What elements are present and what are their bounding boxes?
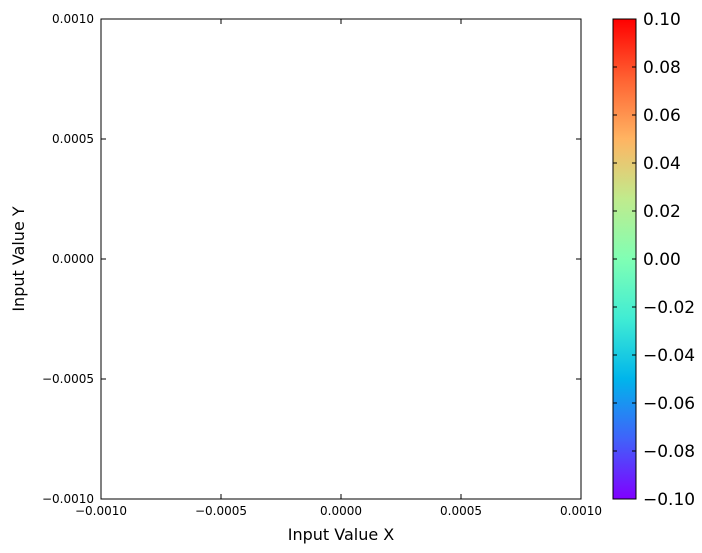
x-tick-label: 0.0010	[560, 504, 602, 518]
colorbar-tick-label: −0.08	[643, 442, 695, 462]
x-axis-ticks: −0.0010 −0.0005 0.0000 0.0005 0.0010	[75, 19, 602, 518]
y-tick-label: −0.0005	[42, 372, 94, 386]
colorbar-tick-label: −0.02	[643, 298, 695, 318]
colorbar-tick-label: 0.00	[643, 250, 681, 270]
x-tick-label: −0.0005	[195, 504, 247, 518]
colorbar-tick-label: 0.06	[643, 106, 681, 126]
colorbar-ticks: −0.10 −0.08 −0.06 −0.04 −0.02 0.00 0.02 0.04 0.0…	[613, 10, 695, 510]
colorbar-tick-label: 0.08	[643, 58, 681, 78]
plot-area	[100, 18, 582, 500]
colorbar-tick-label: −0.10	[643, 490, 695, 510]
colorbar-tick-label: 0.02	[643, 202, 681, 222]
y-tick-label: 0.0010	[52, 12, 94, 26]
y-axis-label: Input Value Y	[9, 206, 28, 312]
x-tick-label: −0.0010	[75, 504, 127, 518]
y-tick-label: −0.0010	[42, 492, 94, 506]
colorbar-tick-label: 0.04	[643, 154, 681, 174]
y-tick-label: 0.0005	[52, 132, 94, 146]
y-tick-label: 0.0000	[52, 252, 94, 266]
colorbar-tick-label: 0.10	[643, 10, 681, 30]
x-axis-label: Input Value X	[288, 525, 395, 544]
x-tick-label: 0.0000	[320, 504, 362, 518]
x-tick-label: 0.0005	[440, 504, 482, 518]
y-axis-ticks: −0.0010 −0.0005 0.0000 0.0005 0.0010	[42, 12, 581, 506]
colorbar-tick-label: −0.04	[643, 346, 695, 366]
colorbar-tick-label: −0.06	[643, 394, 695, 414]
